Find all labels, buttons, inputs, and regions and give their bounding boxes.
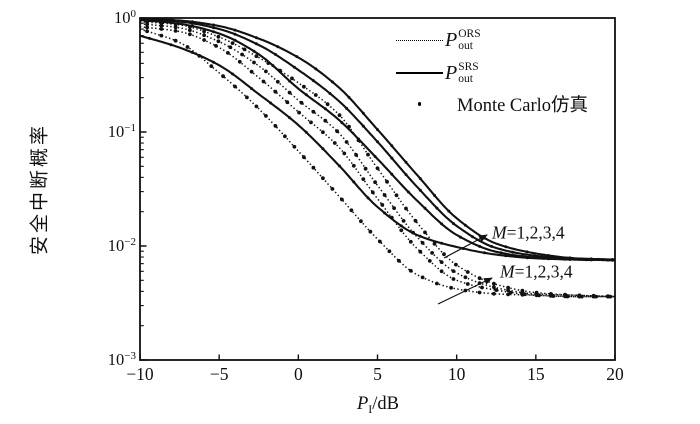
legend-item-monte-carlo: Monte Carlo仿真: [396, 90, 588, 118]
x-tick-label: −5: [209, 364, 229, 384]
monte-carlo-markers-ors-m2: [145, 25, 613, 299]
x-tick-label: −10: [126, 364, 154, 384]
x-axis-label: PI/dB: [357, 394, 399, 417]
legend-label-srs: P SRS out: [445, 60, 479, 85]
legend-ors-subscript: out: [458, 40, 473, 52]
monte-carlo-markers-ors-m3: [145, 22, 610, 299]
legend-item-srs: P SRS out: [396, 59, 479, 87]
plot-frame: [139, 17, 616, 361]
legend-label-monte-carlo: Monte Carlo仿真: [457, 96, 589, 116]
curve-ors-m1: [139, 28, 615, 298]
y-tick-label: 10−2: [107, 235, 136, 255]
annotation-m-values-srs: M=1,2,3,4: [492, 222, 565, 243]
legend-sample-area: [396, 39, 443, 41]
x-tick-label: 20: [606, 364, 624, 384]
monte-carlo-markers-srs-m2: [148, 19, 610, 262]
legend-sample-area: [396, 72, 443, 74]
x-tick-label: 0: [293, 364, 303, 384]
y-tick-label: 10−3: [107, 349, 136, 369]
x-tick-label: 5: [373, 364, 382, 384]
y-tick-label: 100: [114, 7, 136, 27]
dot-marker-sample-icon: [417, 102, 422, 106]
annotation-arrow: [443, 234, 488, 259]
monte-carlo-markers-ors-m1: [145, 29, 610, 299]
legend-srs-superscript: SRS: [458, 60, 479, 73]
legend-item-ors: P ORS out: [396, 26, 481, 54]
legend-srs-subscript: out: [458, 73, 473, 85]
monte-carlo-markers-srs-m3: [148, 18, 600, 261]
x-label-unit: /dB: [372, 394, 400, 414]
legend-label-ors: P ORS out: [445, 27, 481, 52]
y-tick-label: 10−1: [107, 121, 136, 141]
legend-sample-area: [396, 102, 443, 106]
x-tick-label: 10: [447, 364, 466, 384]
x-tick-label: 15: [527, 364, 545, 384]
y-axis-label: 安全中断概率: [29, 122, 51, 256]
monte-carlo-markers-srs-m1: [148, 36, 615, 262]
dotted-line-sample-icon: [396, 39, 443, 41]
annotation-arrow: [437, 277, 493, 305]
curve-srs-m1: [139, 34, 615, 262]
x-label-subscript: I: [368, 402, 373, 416]
solid-line-sample-icon: [396, 72, 443, 74]
x-label-var: P: [356, 394, 369, 414]
annotation-m-values-ors: M=1,2,3,4: [500, 261, 573, 282]
legend-ors-superscript: ORS: [458, 27, 481, 40]
